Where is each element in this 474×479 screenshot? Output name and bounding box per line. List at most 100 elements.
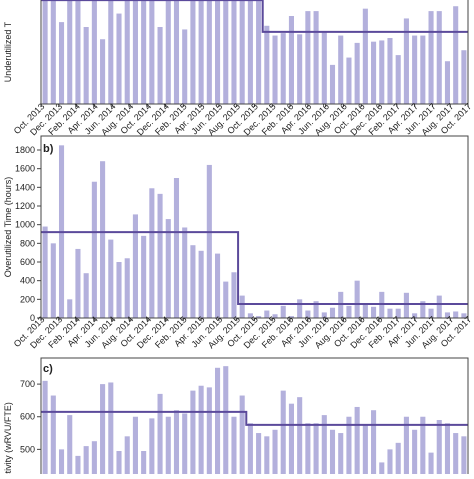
bar xyxy=(157,193,163,318)
bar xyxy=(329,64,336,104)
bar xyxy=(132,214,138,318)
bar xyxy=(67,0,73,104)
bar xyxy=(75,455,81,474)
bar xyxy=(313,301,319,318)
bar xyxy=(100,384,106,474)
bar xyxy=(453,311,459,318)
bar xyxy=(75,248,81,318)
bar xyxy=(420,416,426,474)
bar xyxy=(461,436,467,474)
bar xyxy=(157,393,163,474)
bar xyxy=(58,22,65,104)
bar xyxy=(288,316,294,318)
bar xyxy=(215,367,221,474)
bar xyxy=(321,312,327,318)
bar xyxy=(42,380,48,474)
bar xyxy=(256,316,262,318)
bar xyxy=(116,262,122,318)
bar xyxy=(305,310,311,318)
bar xyxy=(165,219,171,318)
bar xyxy=(313,11,319,104)
bar xyxy=(395,55,401,104)
bar xyxy=(305,11,311,104)
bar xyxy=(436,420,442,474)
bar xyxy=(124,258,130,318)
bar xyxy=(321,415,327,474)
bar xyxy=(371,41,377,104)
bar xyxy=(256,433,262,474)
bar xyxy=(50,243,56,318)
bar xyxy=(428,452,434,474)
bar xyxy=(100,161,106,318)
bar xyxy=(206,387,212,474)
mean-step-line xyxy=(41,231,468,305)
bar xyxy=(91,0,97,104)
bar xyxy=(141,0,147,104)
bar xyxy=(329,307,336,318)
plot-area xyxy=(41,366,468,474)
bar xyxy=(83,27,89,104)
bar xyxy=(387,449,393,474)
bar xyxy=(149,0,155,104)
bar xyxy=(362,424,368,474)
panel-letter: b) xyxy=(43,143,54,155)
bar xyxy=(83,446,89,474)
bar xyxy=(173,0,180,104)
bar xyxy=(420,35,426,104)
y-tick-label: 500 xyxy=(20,444,35,454)
bar xyxy=(215,0,221,104)
bar xyxy=(428,11,434,104)
chart-panel-2: 0 200 400 600 800 1000 1200 1400 1600 1800 Overuti… xyxy=(3,135,473,350)
bar xyxy=(182,29,188,104)
bar xyxy=(231,416,237,474)
bar xyxy=(420,301,426,318)
bar xyxy=(280,33,286,104)
bar xyxy=(91,181,97,318)
bar xyxy=(288,403,294,474)
bar xyxy=(338,35,344,104)
bar xyxy=(346,416,352,474)
bar xyxy=(50,395,56,474)
bar xyxy=(141,235,147,318)
bar xyxy=(338,433,344,474)
bar xyxy=(108,0,114,104)
bar xyxy=(231,272,237,318)
bar xyxy=(362,8,368,104)
plot-area xyxy=(41,0,468,104)
bar xyxy=(264,25,270,104)
panel-letter: c) xyxy=(43,363,53,375)
bar xyxy=(108,239,114,318)
bar xyxy=(215,253,221,318)
bar xyxy=(190,0,196,104)
bar xyxy=(206,0,212,104)
bar xyxy=(354,280,360,318)
y-axis-label: ctivity (wRVU/FTE) xyxy=(3,402,13,474)
bar xyxy=(50,0,56,104)
bar xyxy=(264,436,270,474)
bar xyxy=(403,292,409,318)
bar xyxy=(141,451,147,474)
bar xyxy=(132,0,138,104)
bar xyxy=(42,226,48,318)
bar xyxy=(371,306,377,318)
bar xyxy=(321,31,327,104)
bar xyxy=(453,6,459,104)
bar xyxy=(371,410,377,474)
bar xyxy=(346,57,352,104)
bar xyxy=(100,39,106,104)
bar xyxy=(354,42,360,104)
bar xyxy=(444,312,451,318)
bar xyxy=(305,423,311,474)
bar xyxy=(124,436,130,474)
bar xyxy=(313,423,319,474)
bar xyxy=(149,188,155,318)
bar xyxy=(453,433,459,474)
y-tick-label: 0 xyxy=(30,313,35,323)
bar xyxy=(444,423,451,474)
bar xyxy=(297,397,303,474)
bar xyxy=(239,295,245,318)
y-tick-label: 1200 xyxy=(15,201,35,211)
y-tick-label: 1000 xyxy=(15,220,35,230)
